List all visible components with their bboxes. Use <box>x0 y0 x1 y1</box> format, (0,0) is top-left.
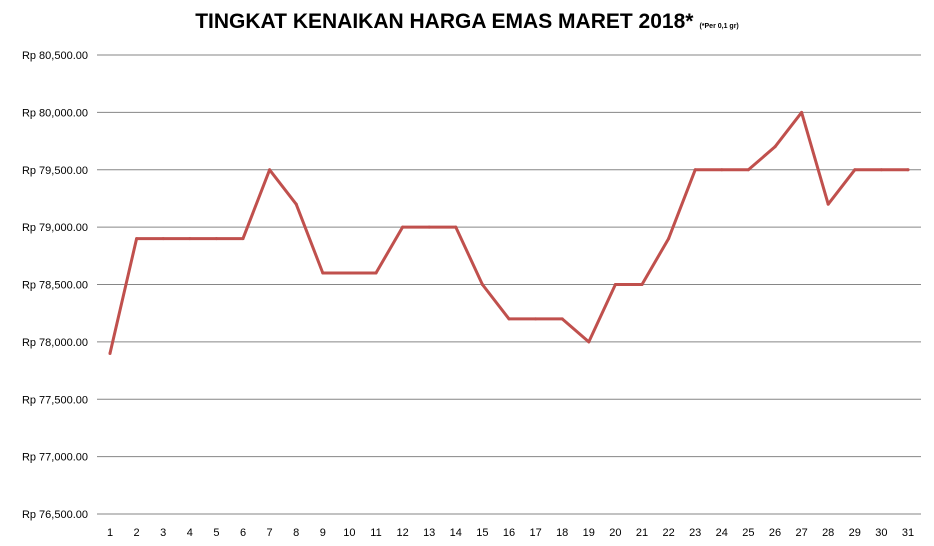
x-tick-label: 10 <box>343 527 355 539</box>
data-point <box>667 237 671 241</box>
x-tick-label: 6 <box>240 527 246 539</box>
series-line <box>108 110 910 355</box>
x-tick-label: 30 <box>875 527 887 539</box>
x-tick-label: 13 <box>423 527 435 539</box>
data-point <box>480 283 484 286</box>
x-tick-label: 28 <box>822 527 834 539</box>
data-point <box>108 351 112 355</box>
x-tick-label: 7 <box>267 527 273 539</box>
data-point <box>534 317 538 321</box>
x-tick-label: 25 <box>742 527 754 539</box>
data-point <box>746 168 750 172</box>
data-point <box>454 225 458 229</box>
data-point <box>906 168 910 172</box>
data-point <box>773 145 777 149</box>
data-point <box>693 168 697 172</box>
x-tick-label: 16 <box>503 527 515 539</box>
y-tick-label: Rp 76,500.00 <box>22 509 88 521</box>
y-axis-tick-labels: Rp 76,500.00 Rp 77,000.00 Rp 77,500.00 Rp 7… <box>22 50 88 521</box>
x-tick-label: 3 <box>160 527 166 539</box>
x-tick-label: 5 <box>213 527 219 539</box>
data-point <box>294 202 298 206</box>
data-point <box>853 168 857 172</box>
x-tick-label: 21 <box>636 527 648 539</box>
chart-title-note: (*Per 0,1 gr) <box>699 23 739 30</box>
x-tick-label: 23 <box>689 527 701 539</box>
x-tick-label: 9 <box>320 527 326 539</box>
data-point <box>427 225 431 229</box>
x-tick-label: 14 <box>450 527 462 539</box>
x-tick-label: 17 <box>529 527 541 539</box>
x-tick-label: 15 <box>476 527 488 539</box>
data-point <box>640 283 644 286</box>
x-tick-label: 2 <box>134 527 140 539</box>
x-tick-label: 31 <box>902 527 914 539</box>
data-point <box>507 317 511 321</box>
data-point <box>800 110 804 114</box>
y-tick-label: Rp 77,500.00 <box>22 394 88 406</box>
data-point <box>374 271 378 275</box>
y-tick-label: Rp 78,000.00 <box>22 337 88 349</box>
chart-title-text: TINGKAT KENAIKAN HARGA EMAS MARET 2018* <box>195 10 694 33</box>
data-point <box>401 225 405 229</box>
data-point <box>135 237 139 241</box>
gridlines <box>97 54 921 515</box>
x-tick-label: 24 <box>716 527 728 539</box>
data-point <box>560 317 564 321</box>
x-tick-label: 27 <box>795 527 807 539</box>
x-tick-label: 8 <box>293 527 299 539</box>
data-point <box>268 168 272 172</box>
y-tick-label: Rp 79,500.00 <box>22 165 88 177</box>
data-point <box>879 168 883 172</box>
x-tick-label: 12 <box>396 527 408 539</box>
data-point <box>613 283 617 286</box>
y-tick-label: Rp 78,500.00 <box>22 280 88 292</box>
data-point <box>214 237 218 241</box>
x-tick-label: 29 <box>849 527 861 539</box>
x-tick-label: 22 <box>662 527 674 539</box>
chart-title: TINGKAT KENAIKAN HARGA EMAS MARET 2018* (… <box>0 10 934 34</box>
data-point <box>188 237 192 241</box>
y-tick-label: Rp 79,000.00 <box>22 222 88 234</box>
data-point <box>161 237 165 241</box>
y-tick-label: Rp 80,500.00 <box>22 50 88 62</box>
x-tick-label: 4 <box>187 527 193 539</box>
x-tick-label: 11 <box>370 527 381 539</box>
series-layer <box>108 110 910 355</box>
y-tick-label: Rp 77,000.00 <box>22 452 88 464</box>
data-point <box>321 271 325 275</box>
x-tick-label: 26 <box>769 527 781 539</box>
data-point <box>347 271 351 275</box>
data-point <box>826 202 830 206</box>
data-point <box>587 340 591 344</box>
x-tick-label: 19 <box>583 527 595 539</box>
data-point <box>241 237 245 241</box>
data-point <box>720 168 724 172</box>
x-axis-tick-labels: 1 2 3 4 5 6 7 8 9 10 11 12 13 14 15 16 17 18 19 20 21 22 23 24 2… <box>107 527 914 539</box>
x-tick-label: 18 <box>556 527 568 539</box>
x-tick-label: 20 <box>609 527 621 539</box>
y-tick-label: Rp 80,000.00 <box>22 107 88 119</box>
x-tick-label: 1 <box>107 527 113 539</box>
